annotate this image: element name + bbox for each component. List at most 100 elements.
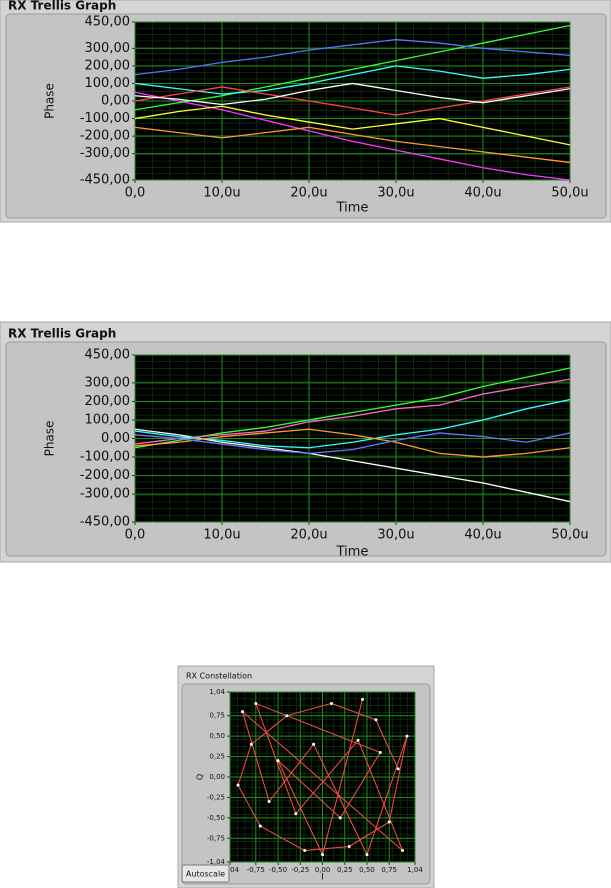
graph-title: RX Constellation bbox=[186, 672, 252, 681]
constellation-point bbox=[236, 783, 240, 787]
plot-traces bbox=[236, 697, 409, 857]
constellation-point bbox=[312, 742, 316, 746]
x-tick-label: 30,0u bbox=[377, 186, 414, 201]
constellation-point bbox=[405, 734, 409, 738]
x-tick-label: 1,04 bbox=[407, 866, 423, 874]
y-tick-label: 0,00 bbox=[101, 431, 130, 446]
y-tick-label: 200,00 bbox=[85, 394, 131, 409]
y-tick-label: -200,00 bbox=[80, 129, 130, 144]
constellation-point bbox=[254, 701, 258, 705]
y-tick-label: 0,25 bbox=[209, 753, 225, 761]
x-tick-label: -1,04 bbox=[221, 866, 240, 874]
x-tick-label: -0,75 bbox=[247, 866, 265, 874]
constellation-point bbox=[401, 849, 405, 853]
y-tick-label: -100,00 bbox=[80, 111, 130, 126]
x-tick-label: 0,75 bbox=[381, 866, 397, 874]
x-tick-label: -0,50 bbox=[269, 866, 287, 874]
x-tick-label: 0,00 bbox=[315, 866, 331, 874]
graph-title: RX Trellis Graph bbox=[8, 327, 116, 341]
trace bbox=[135, 82, 570, 106]
constellation-point bbox=[396, 767, 400, 771]
trace bbox=[135, 428, 570, 458]
constellation-point bbox=[267, 800, 271, 804]
constellation-point bbox=[329, 701, 333, 705]
x-axis-label: Time bbox=[336, 545, 369, 560]
x-axis-label: I bbox=[321, 873, 324, 883]
y-tick-label: -300,00 bbox=[80, 146, 130, 161]
button-label: Autoscale bbox=[186, 870, 225, 879]
plot-traces bbox=[135, 24, 570, 180]
y-tick-label: 100,00 bbox=[85, 412, 131, 427]
y-tick-label: 100,00 bbox=[85, 76, 131, 91]
x-tick-label: 40,0u bbox=[464, 186, 501, 201]
x-axis-label: Time bbox=[336, 201, 369, 216]
trace bbox=[135, 432, 570, 454]
y-tick-label: -100,00 bbox=[80, 450, 130, 465]
trace bbox=[135, 65, 570, 95]
trace bbox=[135, 378, 570, 445]
y-tick-label: -300,00 bbox=[80, 487, 130, 502]
constellation-point bbox=[361, 697, 365, 701]
constellation-point bbox=[249, 742, 253, 746]
y-axis-label: Phase bbox=[43, 83, 57, 119]
x-tick-label: -0,25 bbox=[291, 866, 309, 874]
constellation-point bbox=[240, 710, 244, 714]
graph-panel: RX Trellis Graph 0,0 10,0u 20,0u 30,0u 40,0u 5… bbox=[0, 0, 611, 223]
graph-panel: RX Constellation -1,04 -0,75 -0,50 -0,25 0,00… bbox=[177, 665, 435, 888]
y-axis-label: Phase bbox=[43, 421, 57, 457]
constellation-point bbox=[387, 820, 391, 824]
y-tick-label: 450,00 bbox=[85, 348, 131, 363]
y-axis-label: Q bbox=[196, 774, 205, 780]
constellation-point bbox=[258, 824, 262, 828]
x-tick-label: 0,0 bbox=[125, 528, 146, 543]
x-tick-label: 10,0u bbox=[203, 528, 240, 543]
y-tick-label: 300,00 bbox=[85, 375, 131, 390]
constellation-point bbox=[378, 750, 382, 754]
x-tick-label: 30,0u bbox=[377, 528, 414, 543]
trace bbox=[135, 86, 570, 116]
constellation-point bbox=[365, 853, 369, 857]
x-tick-label: 10,0u bbox=[203, 186, 240, 201]
y-tick-label: -0,75 bbox=[207, 834, 225, 842]
trace bbox=[135, 126, 570, 164]
constellation-point bbox=[347, 844, 351, 848]
y-tick-label: 0,75 bbox=[209, 712, 225, 720]
x-tick-label: 20,0u bbox=[290, 528, 327, 543]
constellation-point bbox=[321, 853, 324, 857]
trace bbox=[135, 38, 570, 76]
graph-title: RX Trellis Graph bbox=[8, 0, 116, 13]
y-tick-label: -450,00 bbox=[80, 173, 130, 188]
x-tick-label: 50,0u bbox=[551, 528, 588, 543]
y-tick-label: -1,04 bbox=[207, 858, 226, 866]
constellation-point bbox=[285, 714, 289, 718]
x-tick-label: 40,0u bbox=[464, 528, 501, 543]
y-tick-label: -450,00 bbox=[80, 515, 130, 530]
constellation-trace bbox=[237, 699, 408, 857]
y-tick-label: 450,00 bbox=[85, 15, 131, 30]
y-tick-label: -0,50 bbox=[207, 814, 225, 822]
y-tick-label: -200,00 bbox=[80, 468, 130, 483]
x-tick-label: 0,50 bbox=[359, 866, 375, 874]
y-tick-label: 0,00 bbox=[209, 773, 225, 781]
x-tick-label: 0,25 bbox=[337, 866, 353, 874]
y-tick-label: 0,50 bbox=[209, 732, 225, 740]
trace bbox=[135, 105, 570, 146]
y-tick-label: -0,25 bbox=[207, 793, 225, 801]
x-tick-label: 0,0 bbox=[125, 186, 146, 201]
constellation-point bbox=[356, 738, 360, 742]
graph-panel: RX Trellis Graph 0,0 10,0u 20,0u 30,0u 40,0u 5… bbox=[0, 321, 611, 563]
trace bbox=[135, 24, 570, 111]
y-tick-label: 300,00 bbox=[85, 41, 131, 56]
constellation-point bbox=[374, 718, 378, 722]
y-tick-label: 200,00 bbox=[85, 58, 131, 73]
constellation-point bbox=[303, 849, 307, 853]
x-tick-label: 20,0u bbox=[290, 186, 327, 201]
button-face bbox=[181, 864, 230, 883]
constellation-point bbox=[276, 759, 280, 763]
trace bbox=[135, 91, 570, 180]
plot-traces bbox=[135, 367, 570, 503]
autoscale-button[interactable]: Autoscale bbox=[181, 864, 230, 883]
y-tick-label: 0,00 bbox=[101, 94, 130, 109]
